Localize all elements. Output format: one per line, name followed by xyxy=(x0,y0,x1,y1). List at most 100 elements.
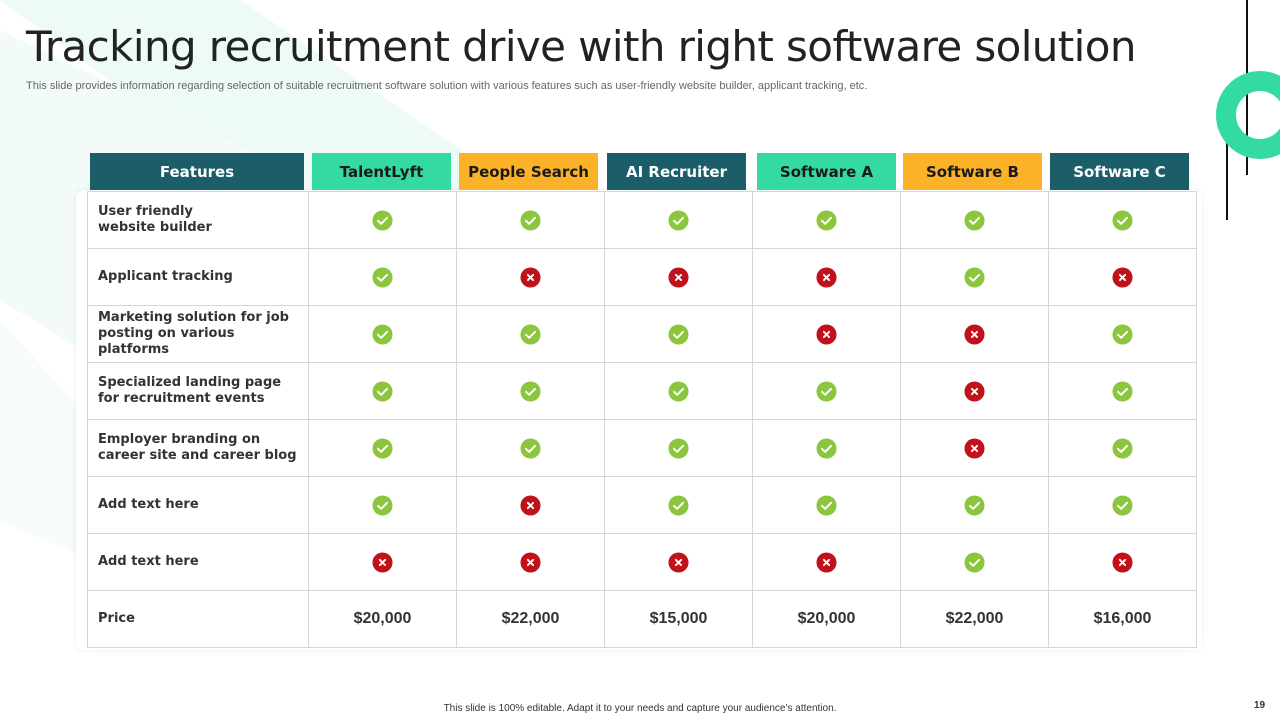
check-icon xyxy=(372,437,393,459)
mark-cell-ai-recruiter xyxy=(604,191,753,249)
mark-cell-software-a xyxy=(752,191,901,249)
mark-cell-software-b xyxy=(900,248,1049,306)
table-row: Marketing solution for job posting on va… xyxy=(87,305,1197,363)
header-people-search: People Search xyxy=(459,153,598,190)
page-title: Tracking recruitment drive with right so… xyxy=(26,22,1136,71)
price-software-a: $20,000 xyxy=(752,590,901,648)
feature-label: Applicant tracking xyxy=(98,269,233,284)
mark-cell-people-search xyxy=(456,419,605,477)
table-row: User friendly website builder xyxy=(87,191,1197,249)
check-icon xyxy=(964,551,985,573)
mark-cell-people-search xyxy=(456,191,605,249)
check-icon xyxy=(1112,437,1133,459)
check-icon xyxy=(964,494,985,516)
table-row: Specialized landing page for recruitment… xyxy=(87,362,1197,420)
table-row: Employer branding on career site and car… xyxy=(87,419,1197,477)
check-icon xyxy=(668,323,689,345)
mark-cell-software-a xyxy=(752,476,901,534)
feature-cell: Applicant tracking xyxy=(87,248,309,306)
check-icon xyxy=(668,494,689,516)
feature-cell: Add text here xyxy=(87,533,309,591)
mark-cell-software-b xyxy=(900,305,1049,363)
mark-cell-people-search xyxy=(456,305,605,363)
check-icon xyxy=(816,494,837,516)
price-row: Price $20,000 $22,000 $15,000 $20,000 $22,000… xyxy=(87,590,1197,648)
check-icon xyxy=(372,494,393,516)
cross-icon xyxy=(520,494,541,516)
mark-cell-software-a xyxy=(752,533,901,591)
mark-cell-software-b xyxy=(900,362,1049,420)
check-icon xyxy=(520,437,541,459)
mark-cell-talentlyft xyxy=(308,419,457,477)
header-software-c: Software C xyxy=(1050,153,1189,190)
price-label: Price xyxy=(87,590,309,648)
mark-cell-talentlyft xyxy=(308,191,457,249)
cross-icon xyxy=(816,551,837,573)
check-icon xyxy=(816,437,837,459)
cross-icon xyxy=(1112,551,1133,573)
check-icon xyxy=(1112,209,1133,231)
mark-cell-talentlyft xyxy=(308,305,457,363)
mark-cell-software-b xyxy=(900,419,1049,477)
feature-cell: User friendly website builder xyxy=(87,191,309,249)
mark-cell-software-a xyxy=(752,248,901,306)
mark-cell-software-c xyxy=(1048,362,1197,420)
mark-cell-software-c xyxy=(1048,248,1197,306)
mark-cell-software-a xyxy=(752,305,901,363)
mark-cell-ai-recruiter xyxy=(604,533,753,591)
mark-cell-software-c xyxy=(1048,305,1197,363)
mark-cell-ai-recruiter xyxy=(604,362,753,420)
ring-decoration xyxy=(1216,71,1280,159)
check-icon xyxy=(372,380,393,402)
check-icon xyxy=(1112,380,1133,402)
price-software-c: $16,000 xyxy=(1048,590,1197,648)
check-icon xyxy=(668,437,689,459)
mark-cell-people-search xyxy=(456,533,605,591)
check-icon xyxy=(1112,323,1133,345)
mark-cell-ai-recruiter xyxy=(604,248,753,306)
check-icon xyxy=(668,380,689,402)
page-subtitle: This slide provides information regardin… xyxy=(26,80,868,92)
mark-cell-software-a xyxy=(752,362,901,420)
check-icon xyxy=(372,323,393,345)
table-row: Applicant tracking xyxy=(87,248,1197,306)
mark-cell-people-search xyxy=(456,248,605,306)
cross-icon xyxy=(964,437,985,459)
cross-icon xyxy=(520,266,541,288)
mark-cell-ai-recruiter xyxy=(604,476,753,534)
check-icon xyxy=(520,380,541,402)
mark-cell-software-b xyxy=(900,533,1049,591)
feature-label: Marketing solution for job posting on va… xyxy=(98,310,289,357)
feature-label: Add text here xyxy=(98,497,199,512)
cross-icon xyxy=(816,266,837,288)
mark-cell-software-c xyxy=(1048,476,1197,534)
header-features: Features xyxy=(90,153,304,190)
feature-cell: Marketing solution for job posting on va… xyxy=(87,305,309,363)
mark-cell-talentlyft xyxy=(308,476,457,534)
mark-cell-talentlyft xyxy=(308,533,457,591)
check-icon xyxy=(816,380,837,402)
header-talentlyft: TalentLyft xyxy=(312,153,451,190)
feature-label: User friendly website builder xyxy=(98,204,212,235)
cross-icon xyxy=(964,323,985,345)
check-icon xyxy=(668,209,689,231)
table-row: Add text here xyxy=(87,533,1197,591)
header-software-b: Software B xyxy=(903,153,1042,190)
check-icon xyxy=(964,209,985,231)
check-icon xyxy=(520,323,541,345)
mark-cell-talentlyft xyxy=(308,362,457,420)
mark-cell-talentlyft xyxy=(308,248,457,306)
mark-cell-software-c xyxy=(1048,419,1197,477)
cross-icon xyxy=(964,380,985,402)
mark-cell-software-c xyxy=(1048,533,1197,591)
header-software-a: Software A xyxy=(757,153,896,190)
mark-cell-software-b xyxy=(900,191,1049,249)
header-ai-recruiter: AI Recruiter xyxy=(607,153,746,190)
cross-icon xyxy=(1112,266,1133,288)
price-ai-recruiter: $15,000 xyxy=(604,590,753,648)
mark-cell-people-search xyxy=(456,362,605,420)
cross-icon xyxy=(520,551,541,573)
page-number: 19 xyxy=(1254,700,1266,711)
mark-cell-software-c xyxy=(1048,191,1197,249)
price-people-search: $22,000 xyxy=(456,590,605,648)
